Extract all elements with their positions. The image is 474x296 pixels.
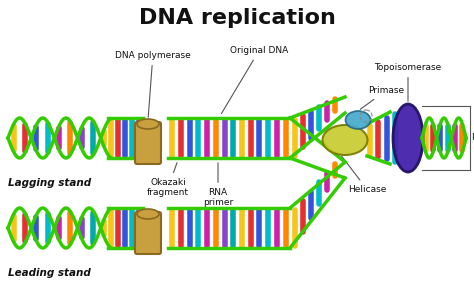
FancyBboxPatch shape [135, 122, 161, 164]
Text: Okazaki
fragment: Okazaki fragment [147, 163, 189, 197]
Text: Original DNA: Original DNA [221, 46, 288, 114]
Ellipse shape [393, 104, 423, 172]
FancyBboxPatch shape [135, 212, 161, 254]
Text: Topoisomerase: Topoisomerase [374, 63, 442, 101]
Ellipse shape [137, 209, 159, 219]
Text: Parent DNA: Parent DNA [472, 133, 474, 142]
Ellipse shape [322, 125, 367, 155]
Text: Leading stand: Leading stand [8, 268, 91, 278]
Ellipse shape [346, 111, 371, 129]
Text: Lagging stand: Lagging stand [8, 178, 91, 188]
Text: Primase: Primase [360, 86, 404, 109]
Text: DNA polymerase: DNA polymerase [115, 51, 191, 117]
Text: Helicase: Helicase [342, 156, 386, 194]
Text: RNA
primer: RNA primer [203, 163, 233, 207]
Text: DNA replication: DNA replication [138, 8, 336, 28]
Ellipse shape [137, 119, 159, 129]
